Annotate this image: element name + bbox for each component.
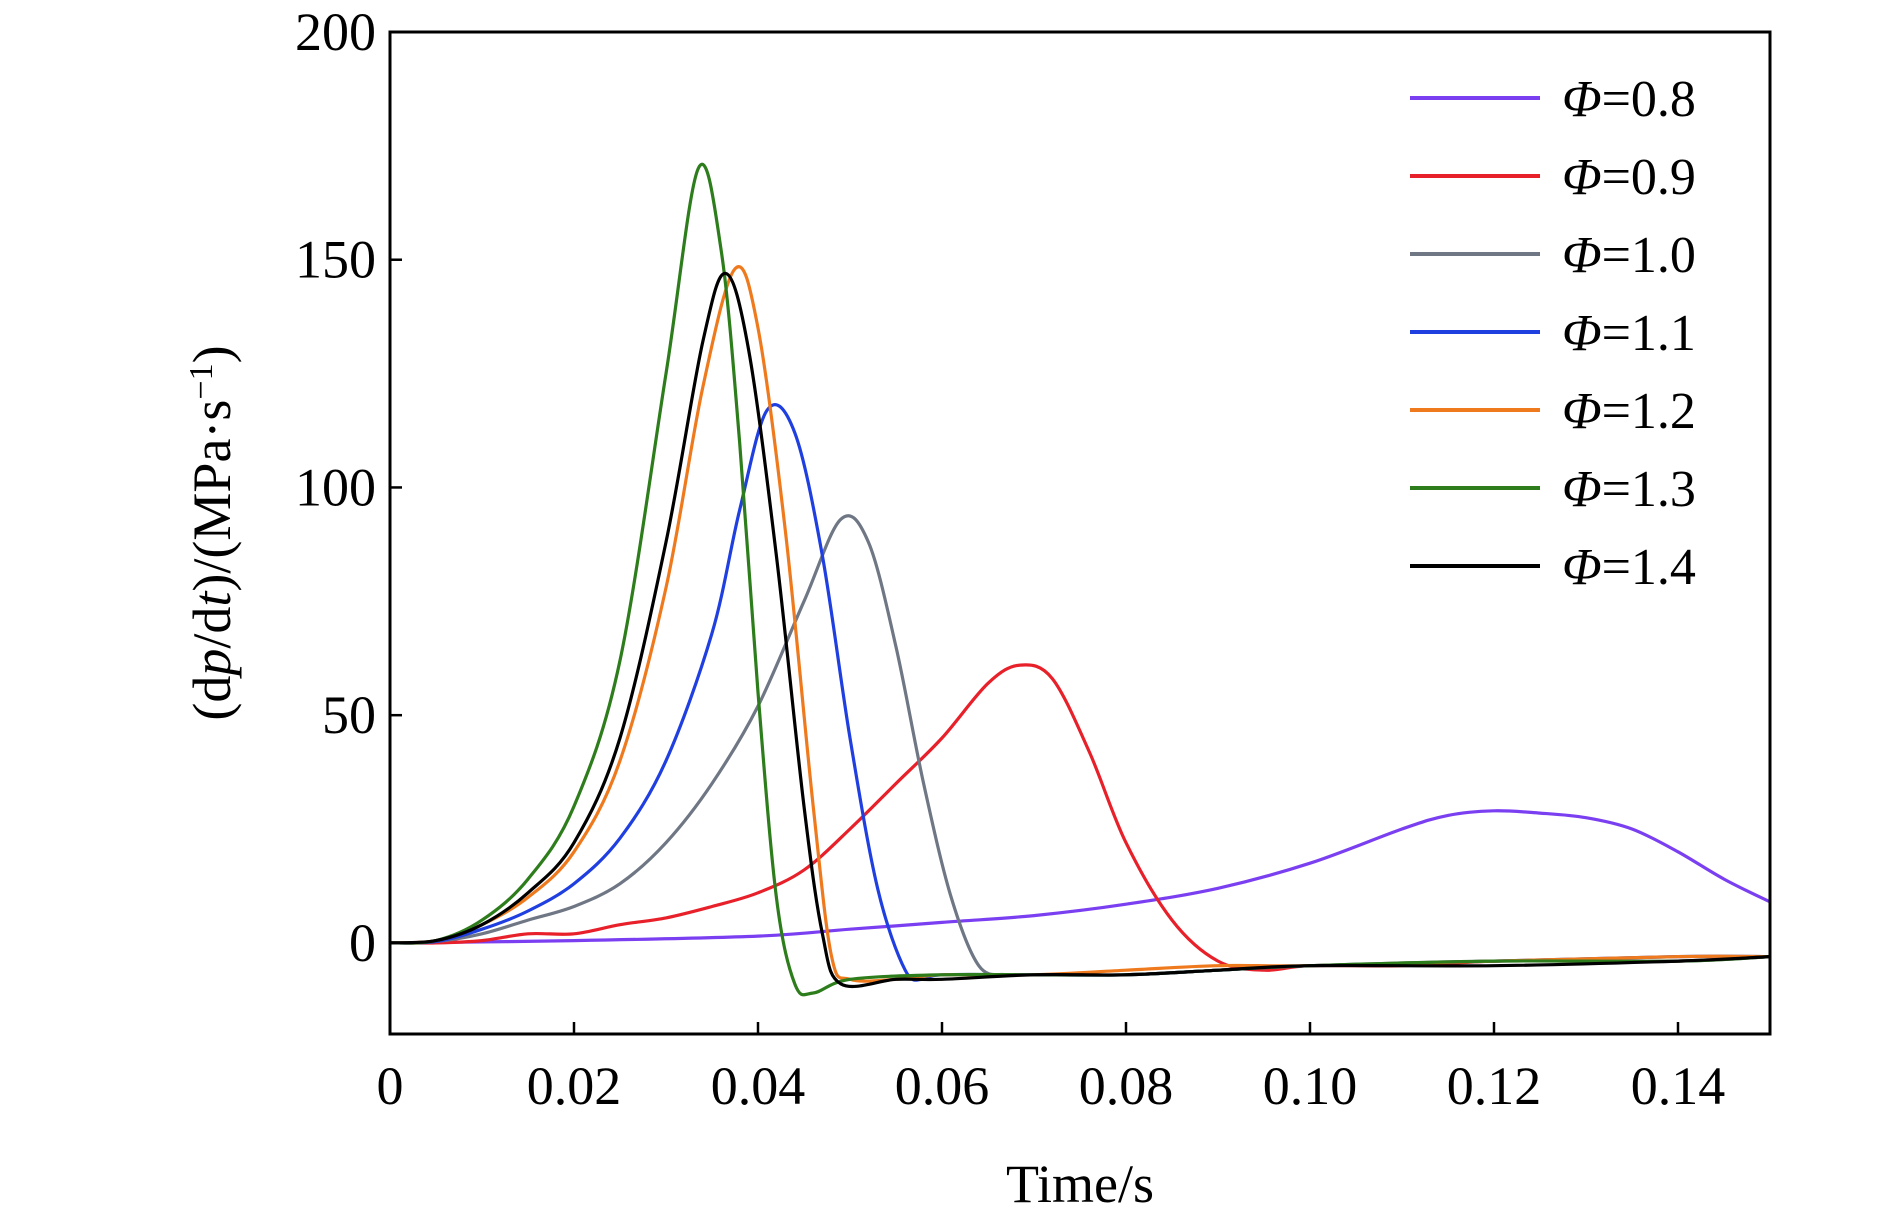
legend-label: Φ=1.0: [1562, 227, 1696, 284]
series-line: [390, 809, 1770, 945]
y-axis-title: (dp/dt)/(MPa·s−1): [182, 345, 242, 720]
legend-label: Φ=0.8: [1562, 71, 1696, 128]
series-layer: [390, 162, 1770, 997]
legend-label: Φ=1.1: [1562, 305, 1696, 362]
x-axis-title: Time/s: [1006, 1154, 1154, 1214]
x-tick-label: 0.10: [1263, 1056, 1358, 1116]
x-tick-label: 0.06: [895, 1056, 990, 1116]
plot-frame: [388, 30, 1772, 1036]
x-tick-label: 0.08: [1079, 1056, 1174, 1116]
legend: Φ=0.8 Φ=0.9 Φ=1.0 Φ=1.1 Φ=1.2 Φ=1.3 Φ=1.4: [1410, 71, 1696, 596]
y-tick-label: 50: [322, 685, 376, 745]
y-tick-label: 200: [295, 2, 376, 62]
x-tick-label: 0.12: [1447, 1056, 1542, 1116]
legend-label: Φ=1.2: [1562, 383, 1696, 440]
y-tick-label: 100: [295, 457, 376, 517]
x-tick-label: 0.04: [711, 1056, 806, 1116]
x-tick-label: 0: [377, 1056, 404, 1116]
y-tick-label: 150: [295, 230, 376, 290]
series-line: [390, 265, 1770, 983]
x-tick-label: 0.02: [527, 1056, 622, 1116]
x-axis: 0 0.02 0.04 0.06 0.08 0.10 0.12 0.14: [377, 1022, 1726, 1116]
legend-label: Φ=1.4: [1562, 539, 1696, 596]
series-line: [390, 271, 1770, 989]
y-axis: 0 50 100 150 200: [295, 2, 402, 973]
legend-label: Φ=0.9: [1562, 149, 1696, 206]
legend-label: Φ=1.3: [1562, 461, 1696, 518]
x-tick-label: 0.14: [1631, 1056, 1726, 1116]
y-tick-label: 0: [349, 913, 376, 973]
